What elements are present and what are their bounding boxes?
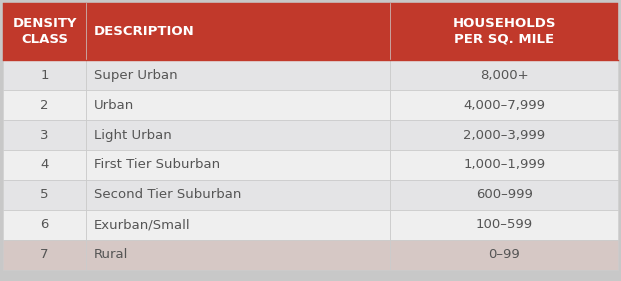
Text: Super Urban: Super Urban <box>94 69 177 82</box>
Text: 3: 3 <box>40 128 49 142</box>
Bar <box>86 180 391 210</box>
Text: 6: 6 <box>40 218 49 231</box>
Text: DESCRIPTION: DESCRIPTION <box>94 25 194 38</box>
Bar <box>3 180 86 210</box>
Bar <box>86 60 391 90</box>
Text: 7: 7 <box>40 248 49 261</box>
Bar <box>391 180 618 210</box>
Bar <box>86 3 391 60</box>
Text: 2,000–3,999: 2,000–3,999 <box>463 128 545 142</box>
Text: 4,000–7,999: 4,000–7,999 <box>463 99 545 112</box>
Text: 4: 4 <box>40 158 49 171</box>
Bar <box>3 240 86 270</box>
Bar <box>3 60 86 90</box>
Text: Second Tier Suburban: Second Tier Suburban <box>94 189 241 201</box>
Bar <box>391 3 618 60</box>
Text: 1,000–1,999: 1,000–1,999 <box>463 158 545 171</box>
Text: First Tier Suburban: First Tier Suburban <box>94 158 220 171</box>
Bar <box>391 90 618 120</box>
Bar <box>86 90 391 120</box>
Text: 100–599: 100–599 <box>476 218 533 231</box>
Bar <box>391 150 618 180</box>
Bar <box>391 120 618 150</box>
Text: Exurban/Small: Exurban/Small <box>94 218 190 231</box>
Bar <box>3 90 86 120</box>
Text: 0–99: 0–99 <box>488 248 520 261</box>
Text: 600–999: 600–999 <box>476 189 533 201</box>
Bar <box>86 120 391 150</box>
Text: 8,000+: 8,000+ <box>480 69 528 82</box>
Bar <box>86 150 391 180</box>
Text: Light Urban: Light Urban <box>94 128 171 142</box>
Text: HOUSEHOLDS
PER SQ. MILE: HOUSEHOLDS PER SQ. MILE <box>453 17 556 46</box>
Text: 2: 2 <box>40 99 49 112</box>
Bar <box>3 3 86 60</box>
Text: 1: 1 <box>40 69 49 82</box>
Text: Urban: Urban <box>94 99 134 112</box>
Bar <box>3 120 86 150</box>
Text: DENSITY
CLASS: DENSITY CLASS <box>12 17 77 46</box>
Text: 5: 5 <box>40 189 49 201</box>
Bar <box>86 240 391 270</box>
Text: Rural: Rural <box>94 248 128 261</box>
Bar <box>86 210 391 240</box>
Bar <box>391 210 618 240</box>
Bar <box>391 60 618 90</box>
Bar <box>391 240 618 270</box>
Bar <box>3 150 86 180</box>
Bar <box>3 210 86 240</box>
